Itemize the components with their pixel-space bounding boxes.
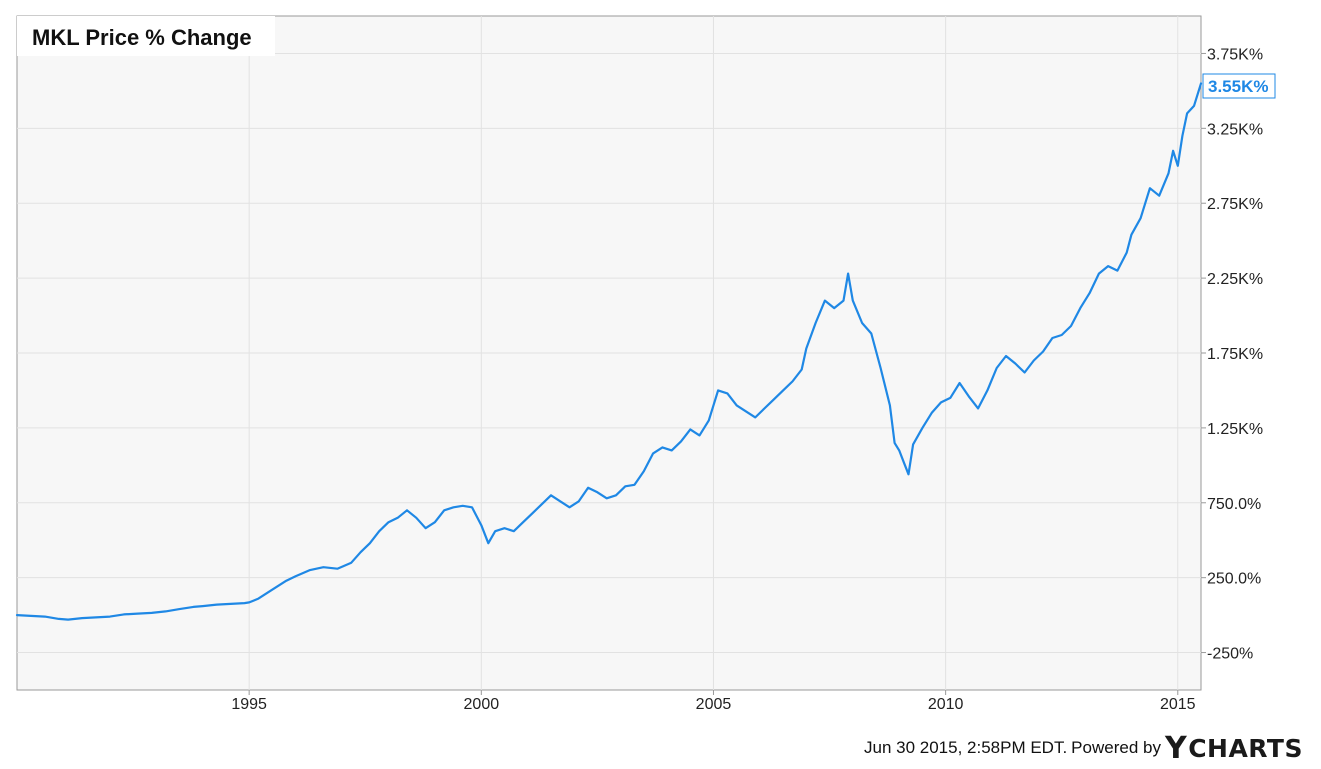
- y-tick-label: 750.0%: [1207, 496, 1261, 513]
- chart-footer: Jun 30 2015, 2:58PM EDT. Powered by Y CH…: [863, 731, 1303, 766]
- y-axis: 3.75K% 3.25K% 2.75K% 2.25K% 1.75K% 1.25K% 750.…: [1201, 46, 1263, 663]
- title-box: [17, 16, 275, 56]
- chart-title: MKL Price % Change: [32, 25, 252, 50]
- x-axis: 1995 2000 2005 2010 2015: [231, 690, 1196, 713]
- ycharts-logo[interactable]: Y CHARTS: [1165, 731, 1303, 766]
- y-tick-label: 3.25K%: [1207, 121, 1263, 138]
- y-tick-label: 2.25K%: [1207, 271, 1263, 288]
- x-tick-label: 2015: [1160, 696, 1196, 713]
- y-tick-label: 1.75K%: [1207, 346, 1263, 363]
- y-tick-label: -250%: [1207, 646, 1253, 663]
- x-tick-label: 2010: [928, 696, 964, 713]
- series-line-mkl: [15, 82, 1203, 621]
- ycharts-logo-text: CHARTS: [1188, 733, 1303, 763]
- y-tick-label: 2.75K%: [1207, 196, 1263, 213]
- y-tick-label: 1.25K%: [1207, 421, 1263, 438]
- powered-by-text: Powered by: [1071, 738, 1161, 757]
- grid-layer: [17, 16, 1201, 690]
- x-tick-label: 2005: [696, 696, 732, 713]
- y-tick-label: 250.0%: [1207, 571, 1261, 588]
- last-value-badge: 3.55K%: [1202, 73, 1276, 99]
- ycharts-logo-y: Y: [1164, 730, 1188, 766]
- last-value-label: 3.55K%: [1208, 77, 1268, 96]
- last-value-box: [1202, 73, 1276, 99]
- x-tick-label: 1995: [231, 696, 267, 713]
- x-tick-label: 2000: [464, 696, 500, 713]
- timestamp: Jun 30 2015, 2:58PM EDT.: [863, 738, 1068, 757]
- y-tick-label: 3.75K%: [1207, 46, 1263, 63]
